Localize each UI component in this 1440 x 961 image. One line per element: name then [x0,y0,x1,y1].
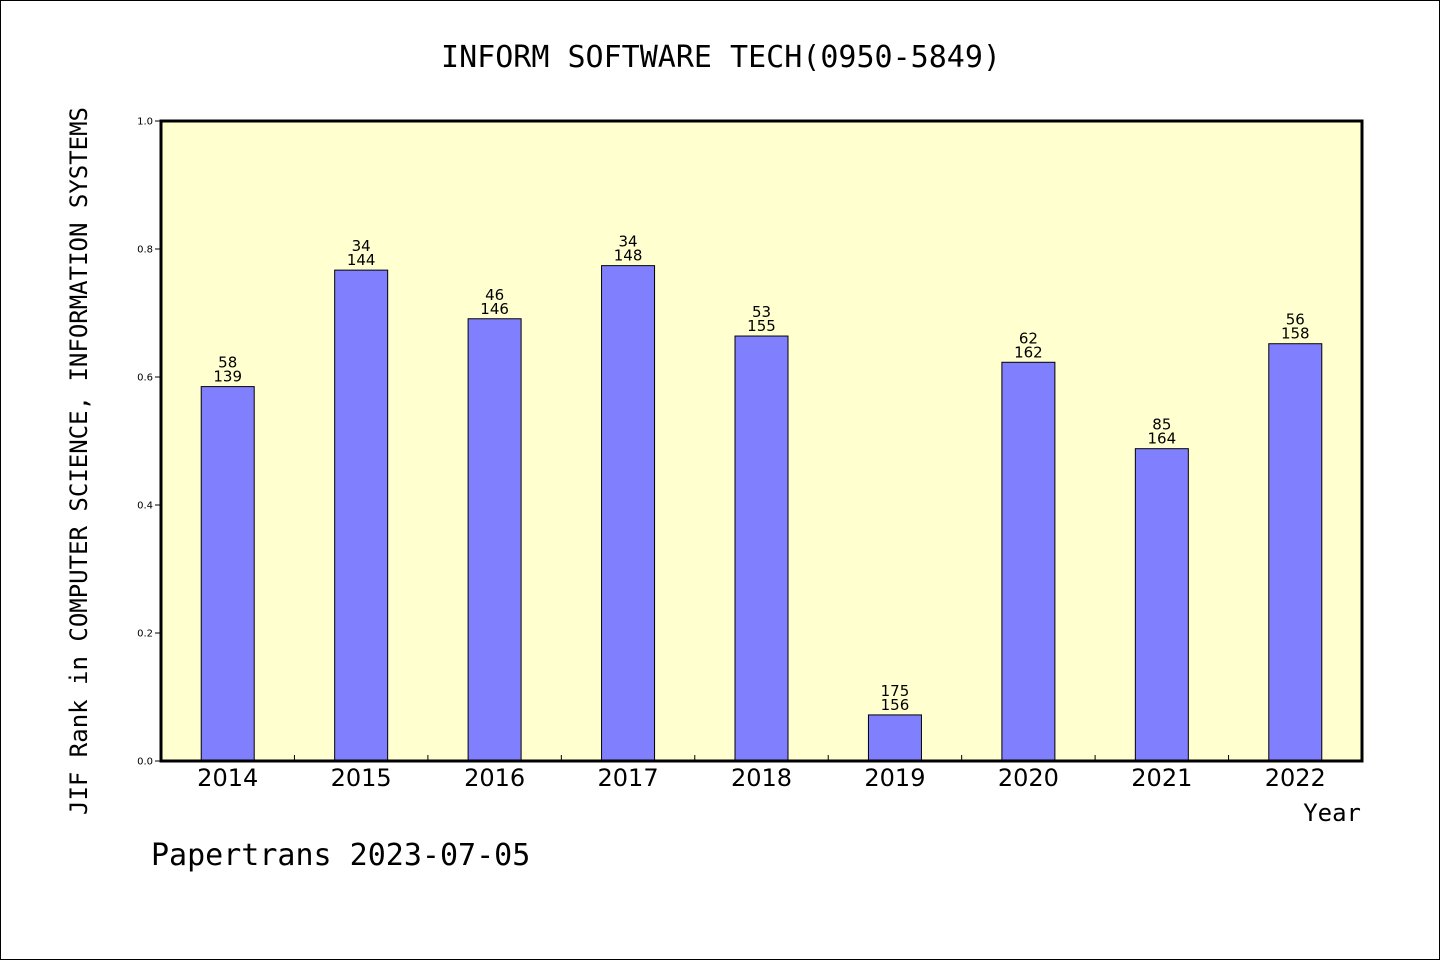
bar-label-rank: 62 [1019,329,1038,347]
bar-label-total: 156 [881,696,910,714]
bar-label-total: 158 [1281,325,1310,343]
bar-label-rank: 56 [1286,311,1305,329]
bar-label-rank: 58 [218,354,237,372]
bar [200,386,255,762]
y-tick-label: 0.6 [137,373,153,384]
bar-label-rank: 175 [881,682,910,700]
bar-label-total: 146 [480,300,509,318]
footer-credit: Papertrans 2023-07-05 [151,838,530,873]
x-axis: 2014 2015 2016 2017 2018 2019 2020 2021 2022 [197,755,1326,792]
bar-label-rank: 34 [352,237,371,255]
y-tick-label: 0.4 [137,501,153,512]
bar [1134,448,1189,762]
bars [200,265,1323,762]
y-tick-label: 1.0 [137,117,153,128]
y-axis-label: JIF Rank in COMPUTER SCIENCE, INFORMATIO… [65,107,93,815]
bar-label-total: 162 [1014,343,1043,361]
y-tick-label: 0.2 [137,629,153,640]
y-axis-ticks: 0.0 0.2 0.4 0.6 0.8 1.0 [137,117,161,768]
bar-label-rank: 53 [752,303,771,321]
x-tick-label: 2016 [464,764,525,792]
y-tick-label: 0.8 [137,245,153,256]
bar-label-total: 148 [614,247,643,265]
x-tick-label: 2021 [1131,764,1192,792]
bar-label-total: 144 [347,251,376,269]
plot-frame [159,119,1364,763]
x-tick-label: 2022 [1265,764,1326,792]
x-tick-label: 2014 [197,764,258,792]
bar-label-total: 164 [1148,430,1177,448]
bar-label-rank: 85 [1152,416,1171,434]
bar-label-total: 155 [747,317,776,335]
bar-label-rank: 46 [485,286,504,304]
chart-title: INFORM SOFTWARE TECH(0950-5849) [441,40,1001,75]
x-tick-label: 2015 [331,764,392,792]
bar-label-rank: 34 [619,233,638,251]
x-tick-label: 2019 [864,764,925,792]
bar [734,335,789,762]
bar-label-total: 139 [213,368,242,386]
bar [1001,361,1056,762]
bar-labels: 5813934144461463414853155175156621628516… [213,233,1309,714]
bar [334,269,389,762]
bar [867,714,922,762]
x-tick-label: 2017 [598,764,659,792]
x-tick-label: 2018 [731,764,792,792]
x-tick-label: 2020 [998,764,1059,792]
bar [1268,343,1323,762]
x-axis-label: Year [1303,799,1361,827]
y-tick-label: 0.0 [137,757,153,768]
bar [601,265,656,762]
bar [467,318,522,762]
